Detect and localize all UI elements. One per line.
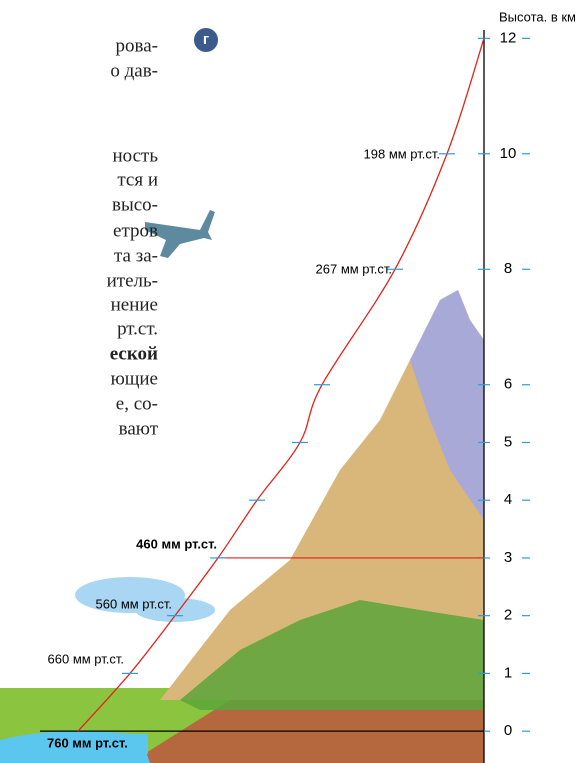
text-fragment: рт.ст.: [117, 318, 158, 339]
text-fragment: е, со-: [116, 393, 158, 414]
text-fragment: етров: [113, 220, 158, 241]
pressure-label: 560 мм рт.ст.: [96, 596, 172, 611]
marker: г: [203, 31, 209, 48]
y-tick-label: 8: [504, 260, 512, 277]
y-tick-label: 10: [500, 145, 517, 162]
pressure-label: 267 мм рт.ст.: [316, 261, 392, 276]
cloud: [135, 598, 215, 622]
label-bg: [40, 734, 148, 754]
y-tick-label: 1: [504, 664, 512, 681]
text-fragment: нение: [111, 294, 158, 315]
pressure-label: 198 мм рт.ст.: [364, 146, 440, 161]
airplane: [145, 210, 215, 258]
text-fragment: еской: [110, 343, 158, 364]
mountain: [160, 290, 484, 700]
y-tick-label: 4: [504, 491, 512, 508]
forest: [180, 600, 484, 710]
text-fragment: та за-: [114, 245, 158, 266]
y-tick-label: 0: [504, 722, 512, 739]
text-fragment: тся и: [117, 169, 158, 190]
pressure-label: 460 мм рт.ст.: [136, 536, 217, 551]
y-tick-label: 12: [500, 29, 517, 46]
y-tick-label: 2: [504, 607, 512, 624]
text-fragment: о дав-: [110, 60, 158, 81]
snow: [410, 290, 484, 520]
text-fragment: ющие: [111, 368, 158, 389]
text-fragment: итель-: [107, 270, 158, 291]
y-tick-label: 5: [504, 433, 512, 450]
text-fragment: высо-: [112, 194, 158, 215]
y-tick-label: 3: [504, 549, 512, 566]
pressure-label: 760 мм рт.ст.: [47, 735, 128, 750]
y-tick-label: 6: [504, 376, 512, 393]
text-fragment: вают: [119, 418, 159, 439]
pressure-label: 660 мм рт.ст.: [48, 651, 124, 666]
text-fragment: рова-: [116, 35, 158, 56]
text-fragment: ность: [112, 145, 158, 166]
marker-badge: [194, 28, 218, 52]
axis-title: Высота. в км: [499, 9, 576, 24]
